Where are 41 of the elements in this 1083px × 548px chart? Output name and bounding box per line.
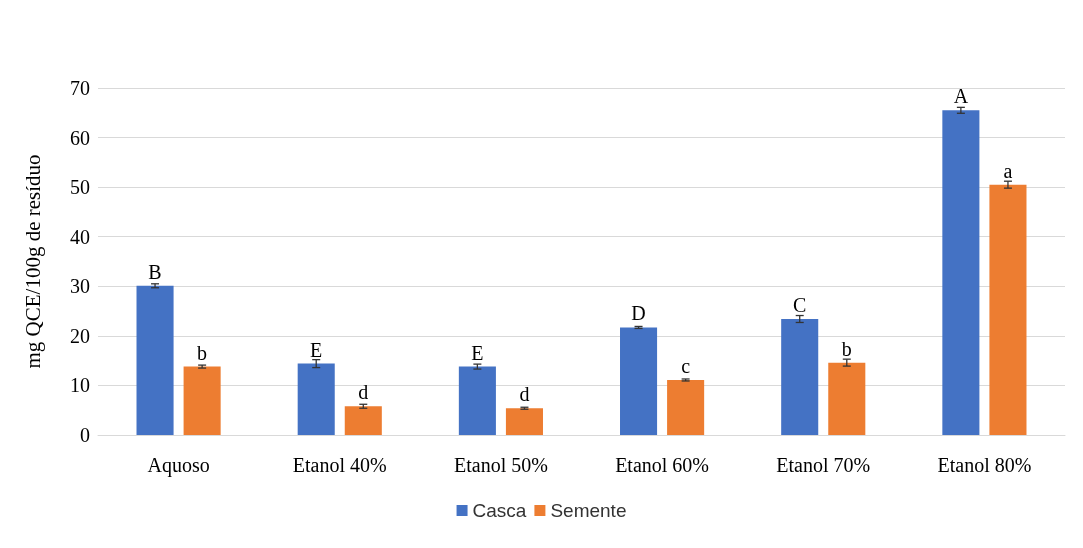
bar [667,379,705,435]
y-tick-label: 70 [70,77,90,99]
bar [136,285,174,435]
x-tick-label: Aquoso [147,454,210,477]
bar [942,110,980,435]
y-tick-label: 50 [70,176,90,199]
y-tick-label: 20 [70,324,90,347]
data-label: d [519,383,530,406]
y-tick-label: 10 [70,374,90,397]
legend-label: Semente [550,500,627,521]
data-label: E [310,338,323,361]
bar [989,184,1027,435]
data-label: c [681,354,691,377]
y-tick-label: 40 [70,225,90,248]
legend-label: Casca [472,500,527,521]
x-tick-label: Etanol 40% [292,454,387,476]
data-label: A [953,85,969,108]
bar [505,408,543,435]
y-tick-label: 60 [70,126,90,149]
y-tick-label: 30 [70,275,90,298]
y-axis-title: mg QCE/100g de resíduo [20,154,45,369]
data-label: b [197,341,208,364]
data-label: a [1003,159,1013,182]
data-label: d [358,381,369,404]
bar [297,363,335,435]
bar [344,406,382,435]
bar [781,319,819,435]
y-tick-label: 0 [80,424,90,446]
data-label: b [841,337,852,360]
data-label: D [631,302,646,325]
bar [620,327,658,435]
x-tick-label: Etanol 70% [776,454,871,476]
data-label: B [148,260,162,283]
data-label: E [471,341,484,364]
bar [458,366,496,435]
bar [828,362,866,435]
x-tick-label: Etanol 50% [453,454,548,476]
x-tick-label: Etanol 80% [937,454,1032,476]
bar [183,366,221,435]
data-label: C [793,294,807,316]
x-tick-label: Etanol 60% [615,454,710,476]
